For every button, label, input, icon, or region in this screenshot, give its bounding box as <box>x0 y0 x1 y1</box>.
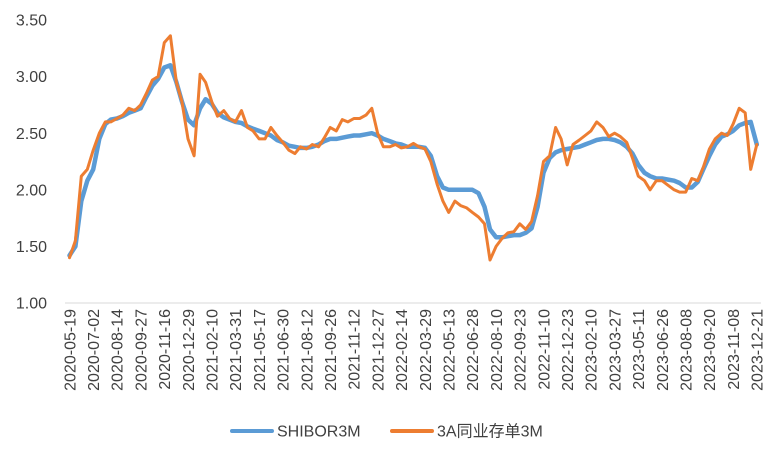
x-tick-label: 2021-12-27 <box>370 309 387 391</box>
x-tick-label: 2020-08-14 <box>110 309 127 391</box>
x-tick-label: 2021-05-17 <box>252 309 269 391</box>
x-tick-label: 2022-08-10 <box>489 309 506 391</box>
x-axis-tick-labels: 2020-05-19 2020-07-02 2020-08-14 2020-09-27… <box>62 309 766 391</box>
y-tick-label: 1.50 <box>16 239 47 256</box>
x-tick-label: 2022-09-23 <box>513 309 530 391</box>
x-tick-label: 2023-09-20 <box>702 309 719 391</box>
legend-label-shibor3m: SHIBOR3M <box>277 424 361 441</box>
x-tick-label: 2020-12-29 <box>181 309 198 391</box>
x-tick-label: 2022-11-10 <box>536 309 553 390</box>
y-axis-tick-labels: 1.00 1.50 2.00 2.50 3.00 3.50 <box>16 13 47 313</box>
series-lines <box>67 34 760 262</box>
y-tick-label: 2.50 <box>16 126 47 143</box>
x-tick-label: 2023-05-11 <box>631 309 648 390</box>
x-tick-label: 2020-07-02 <box>86 309 103 391</box>
x-tick-label: 2022-06-28 <box>465 309 482 391</box>
x-tick-label: 2021-03-31 <box>228 309 245 391</box>
x-tick-label: 2020-05-19 <box>62 309 79 391</box>
x-tick-label: 2023-02-10 <box>584 309 601 391</box>
x-tick-label: 2021-09-26 <box>323 309 340 391</box>
legend: SHIBOR3M 3A同业存单3M <box>230 423 543 441</box>
x-tick-label: 2023-08-08 <box>679 309 696 391</box>
legend-item-3a-ncd-3m: 3A同业存单3M <box>390 423 543 441</box>
y-tick-label: 1.00 <box>16 296 47 313</box>
legend-item-shibor3m: SHIBOR3M <box>230 424 361 441</box>
x-tick-label: 2021-06-30 <box>276 309 293 391</box>
x-tick-label: 2020-11-16 <box>157 309 174 390</box>
y-tick-label: 3.50 <box>16 13 47 30</box>
series-line-3a-ncd-3m <box>68 34 759 262</box>
x-tick-label: 2023-03-27 <box>607 309 624 391</box>
x-tick-label: 2020-09-27 <box>133 309 150 391</box>
x-tick-label: 2023-12-21 <box>750 309 767 391</box>
x-tick-label: 2022-02-14 <box>394 309 411 391</box>
legend-label-3a-ncd-3m: 3A同业存单3M <box>437 423 543 441</box>
x-tick-label: 2023-11-08 <box>726 309 743 390</box>
x-tick-label: 2021-08-12 <box>299 309 316 391</box>
x-tick-label: 2021-11-12 <box>347 309 364 390</box>
x-tick-label: 2022-12-23 <box>560 309 577 391</box>
y-tick-label: 3.00 <box>16 69 47 86</box>
x-tick-label: 2022-03-29 <box>418 309 435 391</box>
y-tick-label: 2.00 <box>16 182 47 199</box>
x-tick-label: 2021-02-10 <box>205 309 222 391</box>
x-tick-label: 2023-06-26 <box>655 309 672 391</box>
x-tick-label: 2022-05-13 <box>442 309 459 391</box>
